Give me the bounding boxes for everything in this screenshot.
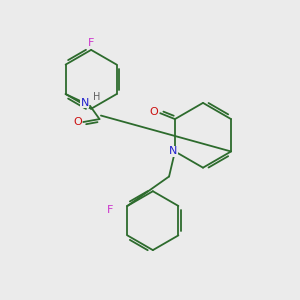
Text: N: N (169, 146, 178, 157)
Text: N: N (81, 98, 89, 108)
Text: O: O (149, 107, 158, 117)
Text: H: H (93, 92, 100, 102)
Text: F: F (107, 206, 113, 215)
Text: F: F (88, 38, 94, 47)
Text: O: O (73, 117, 82, 127)
